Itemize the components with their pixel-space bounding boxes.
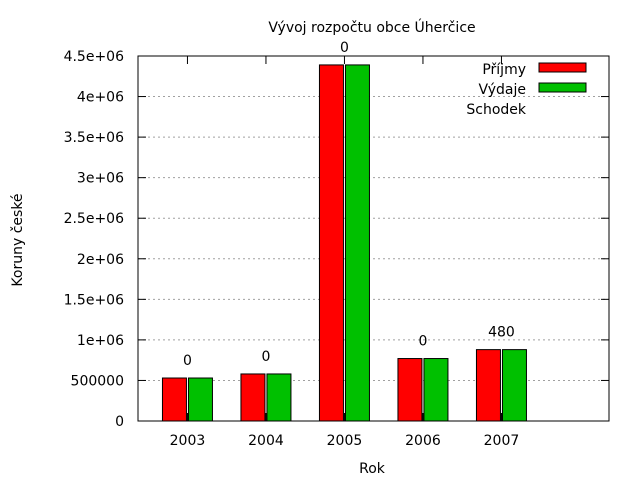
data-label-2003: 0 [183,353,192,369]
gridlines [138,96,609,381]
y-tick-label-1: 500000 [71,373,124,389]
legend-label-1: Výdaje [479,82,526,98]
axis-ticks: 0 500000 1e+06 1.5e+06 2e+06 2.5e+06 3e+06 3.5e… [64,49,609,449]
bar-p-jmy-2004 [240,373,266,422]
y-tick-label-8: 4e+06 [77,90,124,106]
bar-v-daje-2003 [187,377,213,422]
data-label-2007: 480 [488,325,515,341]
chart-title: Vývoj rozpočtu obce Úherčice [268,18,475,36]
data-label-2006: 0 [418,334,427,350]
y-tick-label-2: 1e+06 [77,333,124,349]
data-labels: 0 0 0 0 480 [183,40,515,369]
y-tick-label-6: 3e+06 [77,171,124,187]
y-tick-label-0: 0 [115,414,124,430]
data-label-2005: 0 [340,40,349,56]
bar-v-daje-2005 [344,64,370,422]
bar-p-jmy-2005 [318,64,344,422]
x-tick-label-2: 2005 [327,433,363,449]
bar-v-daje-2006 [423,358,449,422]
y-tick-label-5: 2.5e+06 [64,211,125,227]
bar-p-jmy-2007 [475,349,501,422]
y-axis-label: Koruny české [10,193,26,286]
legend-swatch-0 [538,62,587,73]
bars [161,64,527,422]
bar-p-jmy-2003 [161,377,187,422]
x-tick-label-3: 2006 [405,433,441,449]
data-label-2004: 0 [261,349,270,365]
legend-label-0: Příjmy [482,62,526,78]
legend: Příjmy Výdaje Schodek [466,62,587,118]
y-tick-label-9: 4.5e+06 [64,49,125,65]
x-tick-label-1: 2004 [248,433,284,449]
bar-p-jmy-2006 [397,358,423,422]
plot-frame [137,55,610,422]
y-tick-label-3: 1.5e+06 [64,292,125,308]
legend-label-2: Schodek [466,102,527,118]
x-axis-label: Rok [359,461,386,477]
y-tick-label-7: 3.5e+06 [64,130,125,146]
bar-v-daje-2004 [266,373,292,422]
y-tick-label-4: 2e+06 [77,252,124,268]
x-tick-label-0: 2003 [170,433,206,449]
x-tick-label-4: 2007 [484,433,520,449]
legend-swatch-1 [538,82,587,93]
bar-v-daje-2007 [501,349,527,422]
